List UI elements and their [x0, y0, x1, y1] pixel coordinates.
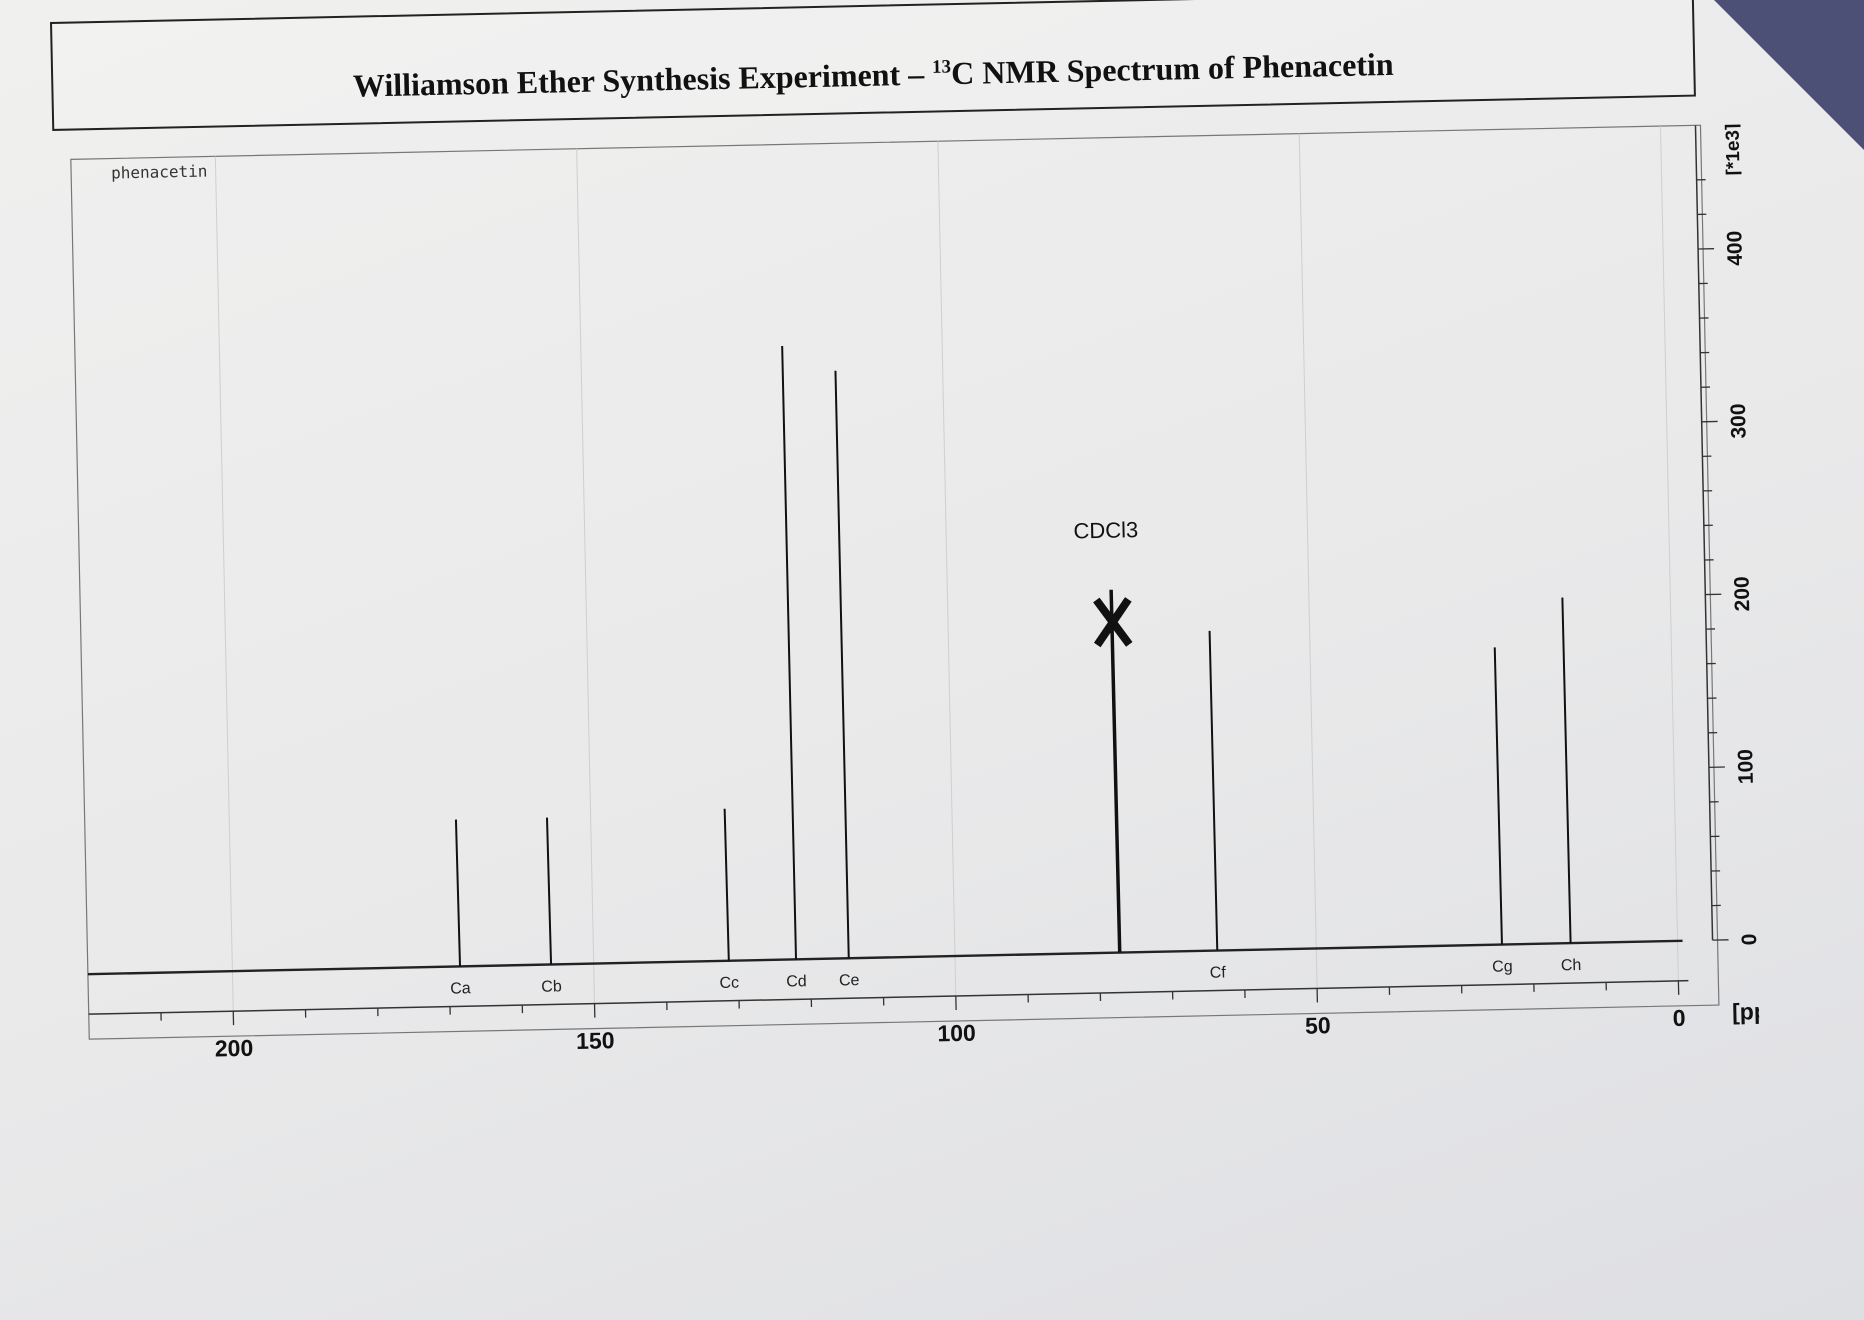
y-axis-unit: [*1e3]	[1722, 123, 1744, 175]
y-tick-label: 200	[1730, 576, 1754, 612]
x-gridline	[576, 148, 596, 1004]
peak-cg	[1493, 647, 1503, 945]
nmr-spectrum-chart: phenacetin 200 150 100 50 0 [ppm] 0 100 200 300 400…	[70, 123, 1764, 1062]
x-tick-label: 0	[1672, 1005, 1685, 1031]
x-axis-unit: [ppm]	[1732, 997, 1764, 1024]
peak-label-ce: Ce	[839, 972, 860, 989]
peak-cc	[723, 808, 730, 961]
peak-label-cf: Cf	[1210, 964, 1227, 981]
peak-cd	[781, 345, 798, 960]
x-gridline	[1659, 126, 1679, 981]
peak-label-ca: Ca	[450, 980, 471, 997]
peak-label-cc: Cc	[719, 975, 739, 992]
plot-frame	[70, 124, 1720, 1040]
x-axis-line	[88, 979, 1689, 1015]
background-corner	[1714, 0, 1864, 150]
peak-label-cg: Cg	[1492, 958, 1513, 975]
x-tick-label: 150	[576, 1027, 615, 1054]
plot-area: phenacetin 200 150 100 50 0 [ppm] 0 100 200 300 400…	[40, 84, 1764, 1269]
x-gridline	[1298, 133, 1318, 989]
peak-ca	[454, 819, 462, 967]
y-tick-label: 100	[1734, 749, 1758, 785]
spectrum-baseline	[87, 939, 1683, 976]
strike-mark	[1093, 597, 1132, 648]
y-tick-label: 0	[1738, 933, 1761, 945]
peak-label-cdcl3: CDCl3	[1073, 517, 1138, 543]
peak-cdcl3	[1109, 589, 1122, 953]
peak-label-ch: Ch	[1561, 957, 1582, 974]
peak-ch	[1561, 597, 1572, 944]
peak-ce	[834, 370, 850, 959]
x-tick-label: 100	[937, 1020, 976, 1047]
peak-cf	[1208, 630, 1219, 951]
peak-label-cb: Cb	[541, 978, 562, 995]
x-tick-label: 200	[215, 1035, 254, 1062]
sample-label: phenacetin	[111, 162, 208, 183]
peak-cb	[545, 817, 553, 965]
x-gridline	[214, 156, 234, 1012]
peak-label-cd: Cd	[786, 973, 807, 990]
x-gridline	[937, 141, 957, 997]
x-tick-label: 50	[1305, 1012, 1331, 1039]
y-tick-label: 300	[1727, 403, 1751, 439]
y-axis-line	[1694, 125, 1714, 941]
y-tick-label: 400	[1723, 230, 1747, 266]
